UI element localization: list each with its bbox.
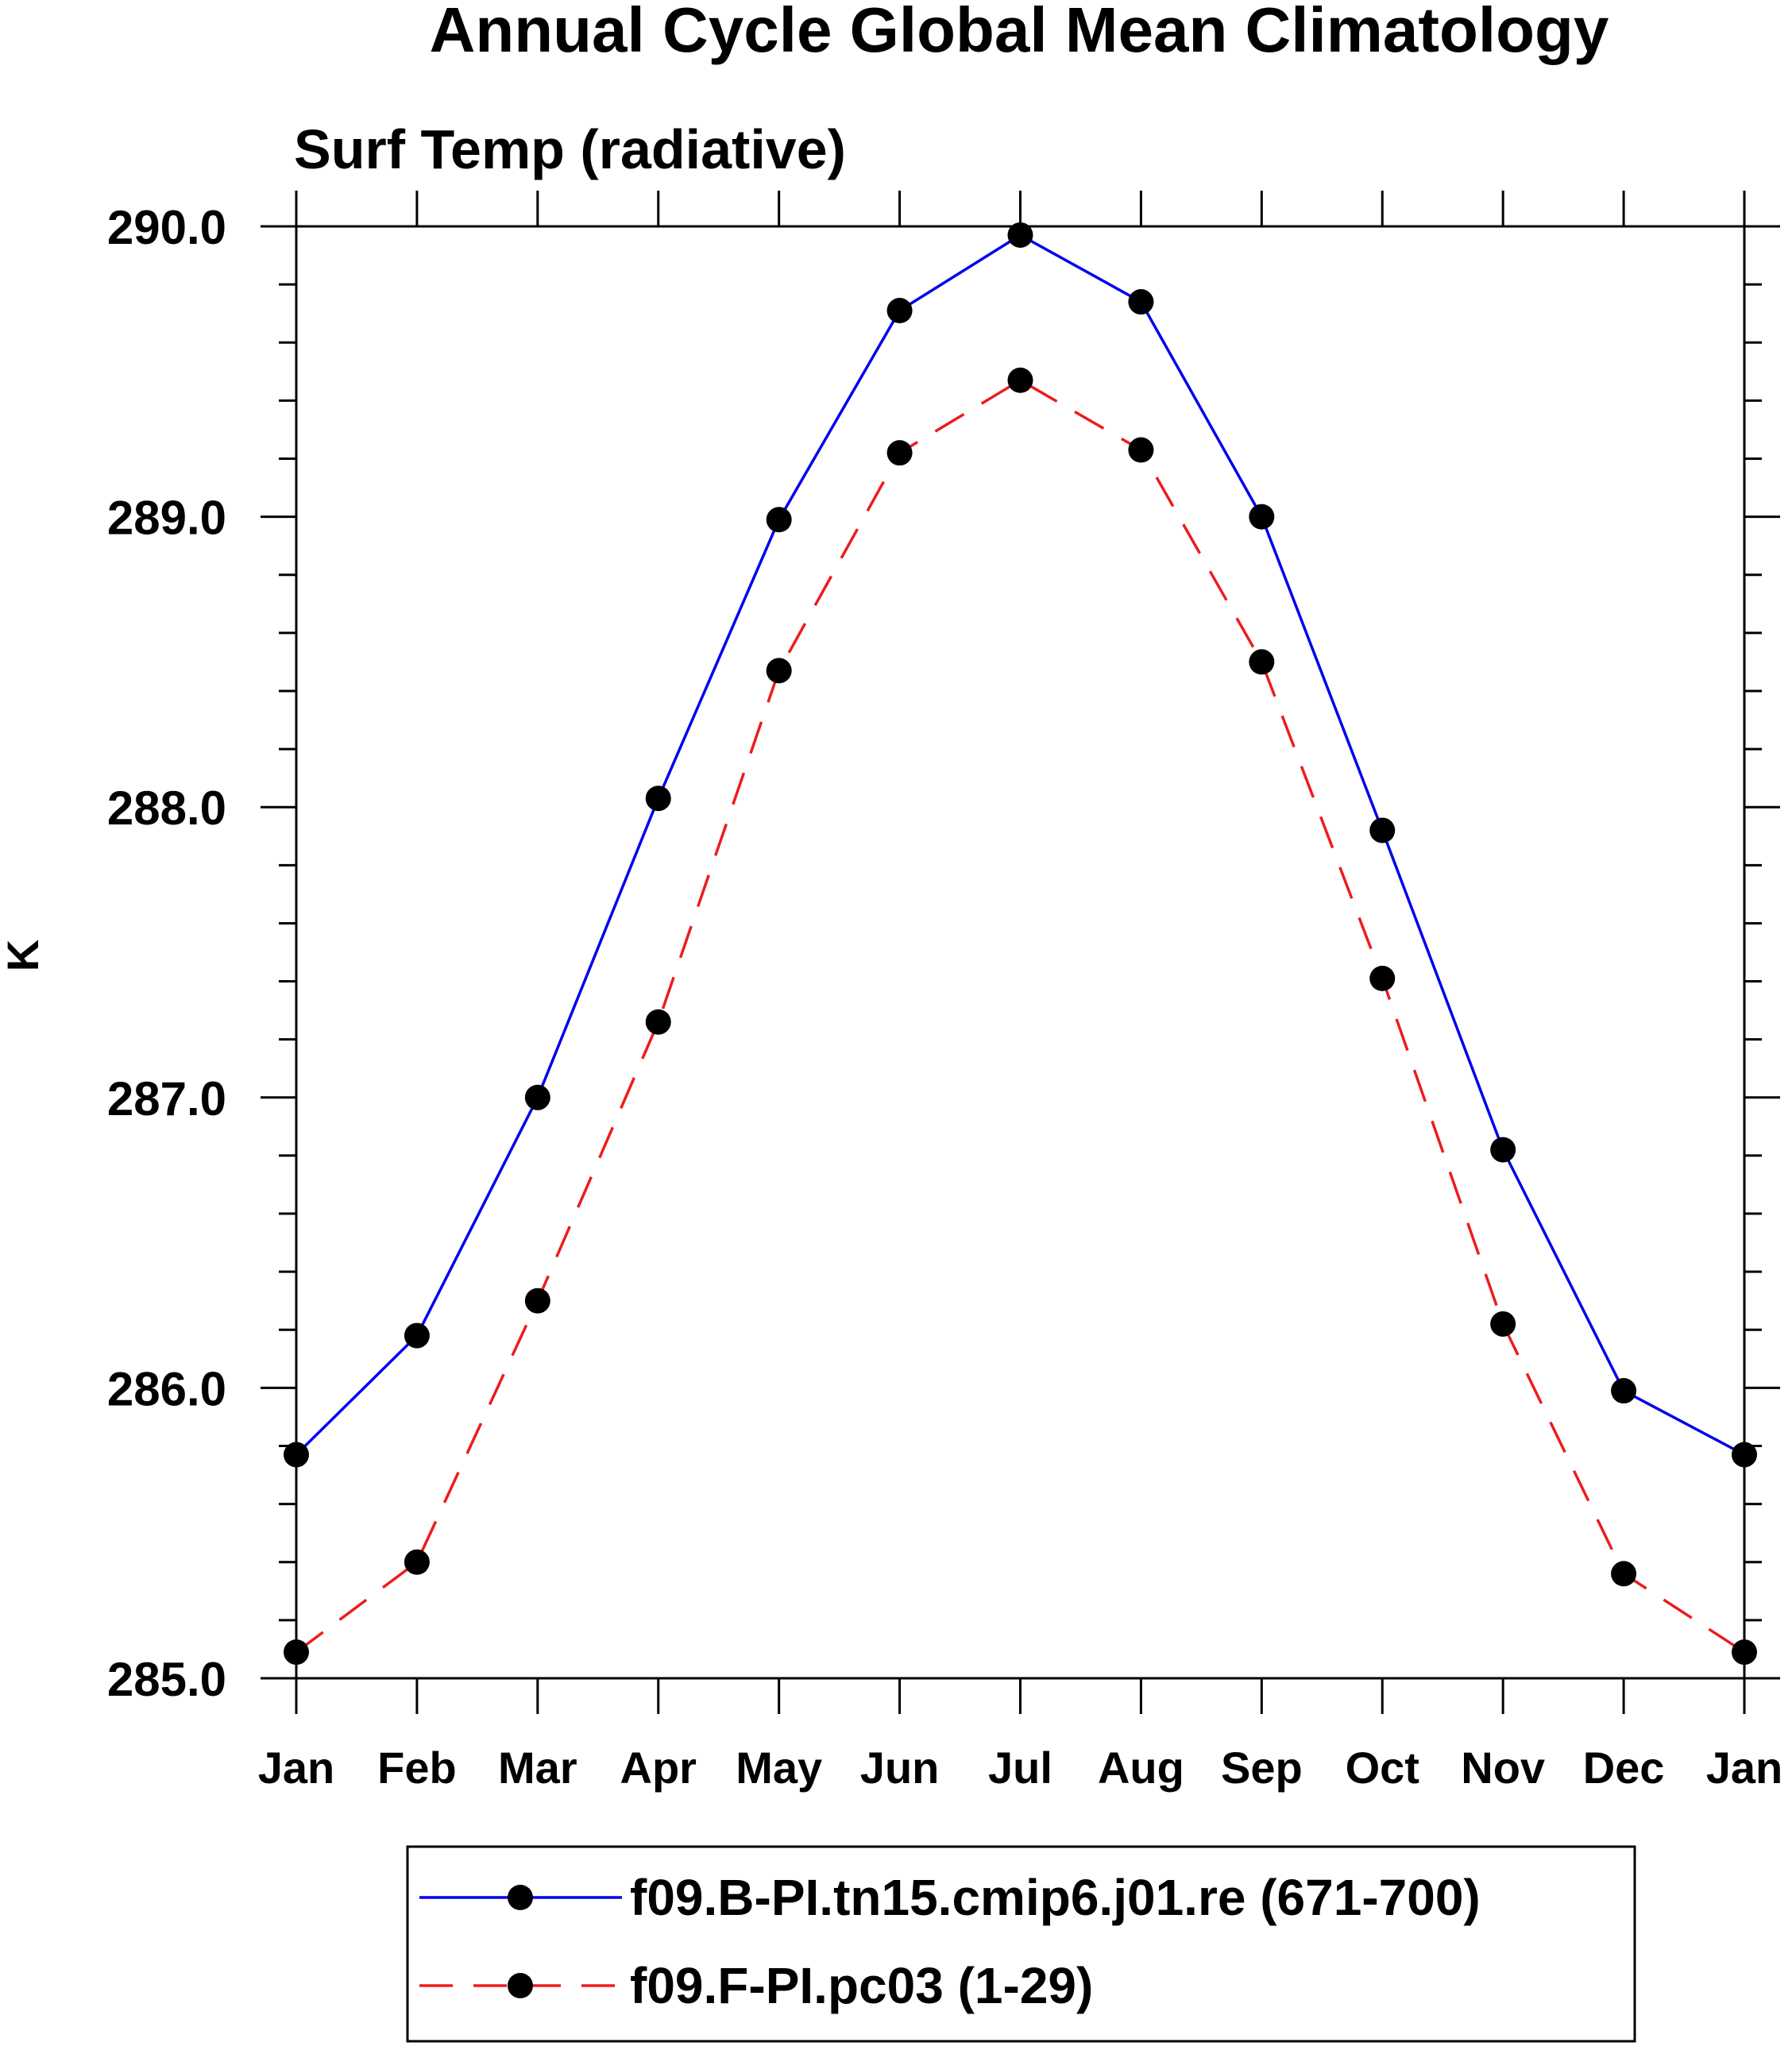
series-2-point [645, 1009, 671, 1035]
legend-label-2: f09.F-PI.pc03 (1-29) [630, 1957, 1093, 2014]
series-1-point [645, 786, 671, 812]
series-2-point [524, 1287, 550, 1314]
x-tick-label: Nov [1461, 1743, 1545, 1793]
series-2-point [1249, 649, 1275, 675]
legend-box [406, 1845, 1636, 2043]
legend: f09.B-PI.tn15.cmip6.j01.re (671-700) f09.… [406, 1845, 1636, 2043]
y-tick-label: 287.0 [107, 1072, 226, 1125]
series-1-point [1128, 289, 1154, 315]
series-2-point [766, 658, 792, 684]
series-1-point [1249, 504, 1275, 530]
y-tick-labels: 285.0 286.0 287.0 288.0 289.0 290.0 [107, 201, 226, 1706]
series-1-point [1369, 817, 1396, 843]
series-1-point [1611, 1378, 1637, 1404]
series-1-point [524, 1084, 550, 1110]
x-tick-labels: Jan Feb Mar Apr May Jun Jul Aug Sep Oct Nov Dec Jan [258, 1743, 1783, 1793]
series-2-point [1611, 1561, 1637, 1587]
x-tick-label: Mar [498, 1743, 577, 1793]
series-1-point [766, 507, 792, 533]
series-2-point [886, 440, 913, 466]
legend-label-1: f09.B-PI.tn15.cmip6.j01.re (671-700) [630, 1869, 1481, 1926]
series-line-2 [295, 378, 1745, 1654]
x-tick-label: Aug [1098, 1743, 1184, 1793]
y-tick-label: 288.0 [107, 782, 226, 835]
series-1-point [404, 1322, 430, 1349]
axis-ticks [261, 191, 1780, 1714]
x-tick-label: Oct [1346, 1743, 1419, 1793]
y-tick-label: 285.0 [107, 1653, 226, 1706]
legend-marker-1 [508, 1885, 533, 1910]
y-axis-label: K [0, 940, 48, 971]
x-tick-label: Dec [1583, 1743, 1665, 1793]
data-series [284, 222, 1757, 1666]
series-2-point [1490, 1311, 1516, 1337]
chart-title: Annual Cycle Global Mean Climatology [430, 0, 1609, 65]
x-tick-label: Jun [860, 1743, 940, 1793]
y-tick-label: 289.0 [107, 492, 226, 545]
series-line-1 [295, 233, 1745, 1457]
plot-frame [295, 225, 1746, 1680]
y-tick-label: 290.0 [107, 201, 226, 254]
series-1-point [1007, 222, 1033, 248]
series-1-point [886, 298, 913, 324]
series-2-point [1007, 367, 1033, 393]
series-1-point [1490, 1137, 1516, 1163]
chart-subtitle: Surf Temp (radiative) [294, 118, 846, 180]
series-2-point [1369, 965, 1396, 991]
x-tick-label: Feb [377, 1743, 457, 1793]
x-tick-label: Apr [620, 1743, 697, 1793]
y-tick-label: 286.0 [107, 1362, 226, 1415]
x-tick-label: Jan [1706, 1743, 1783, 1793]
series-2-point [1128, 437, 1154, 463]
x-tick-label: Jan [258, 1743, 335, 1793]
x-tick-label: Jul [988, 1743, 1052, 1793]
x-tick-label: Sep [1221, 1743, 1303, 1793]
x-tick-label: May [736, 1743, 822, 1793]
legend-marker-2 [508, 1973, 533, 1998]
series-2-point [404, 1549, 430, 1575]
